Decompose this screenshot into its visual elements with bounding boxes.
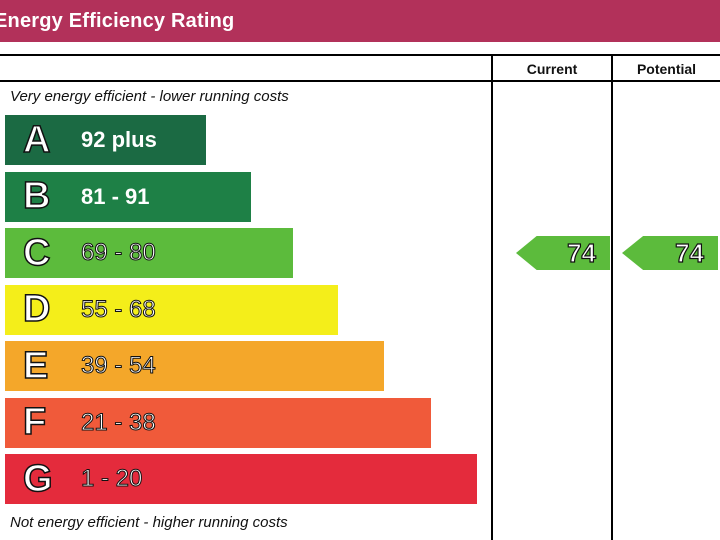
band-a: A 92 plus: [5, 115, 206, 165]
band-letter: G: [22, 457, 53, 501]
potential-rating-value: 74: [674, 237, 704, 268]
band-range: 39 - 54: [81, 352, 157, 380]
band-range: 21 - 38: [81, 408, 157, 436]
band-letter: A: [22, 118, 51, 162]
note-top: Very energy efficient - lower running co…: [10, 88, 289, 105]
band-c: C 69 - 80: [5, 228, 293, 278]
band-letter: B: [22, 174, 51, 218]
band-letter: E: [22, 344, 49, 388]
band-b: B 81 - 91: [5, 171, 251, 222]
header-bar: Energy Efficiency Rating: [0, 0, 720, 42]
band-letter: C: [22, 231, 51, 275]
note-bottom: Not energy efficient - higher running co…: [10, 514, 288, 531]
band-f: F 21 - 38: [5, 397, 431, 448]
band-letter: F: [22, 400, 47, 444]
column-header-current: Current: [526, 61, 578, 77]
current-rating-arrow: 74: [516, 236, 610, 270]
band-range: 81 - 91: [81, 183, 150, 209]
potential-rating-arrow: 74: [622, 236, 718, 270]
band-d: D 55 - 68: [5, 284, 338, 335]
band-range: 55 - 68: [81, 295, 157, 323]
rating-table: [0, 54, 720, 540]
band-range: 1 - 20: [80, 465, 143, 493]
band-range: 69 - 80: [81, 239, 157, 267]
divider-potential: [611, 54, 613, 540]
band-range: 92 plus: [81, 127, 157, 152]
band-g: G 1 - 20: [5, 454, 477, 504]
current-rating-value: 74: [566, 237, 596, 268]
column-header-potential: Potential: [636, 61, 697, 77]
column-header-divider: [0, 80, 720, 82]
band-e: E 39 - 54: [5, 341, 384, 391]
band-letter: D: [22, 287, 51, 331]
chart-title: Energy Efficiency Rating: [0, 10, 235, 32]
divider-current: [491, 54, 493, 540]
